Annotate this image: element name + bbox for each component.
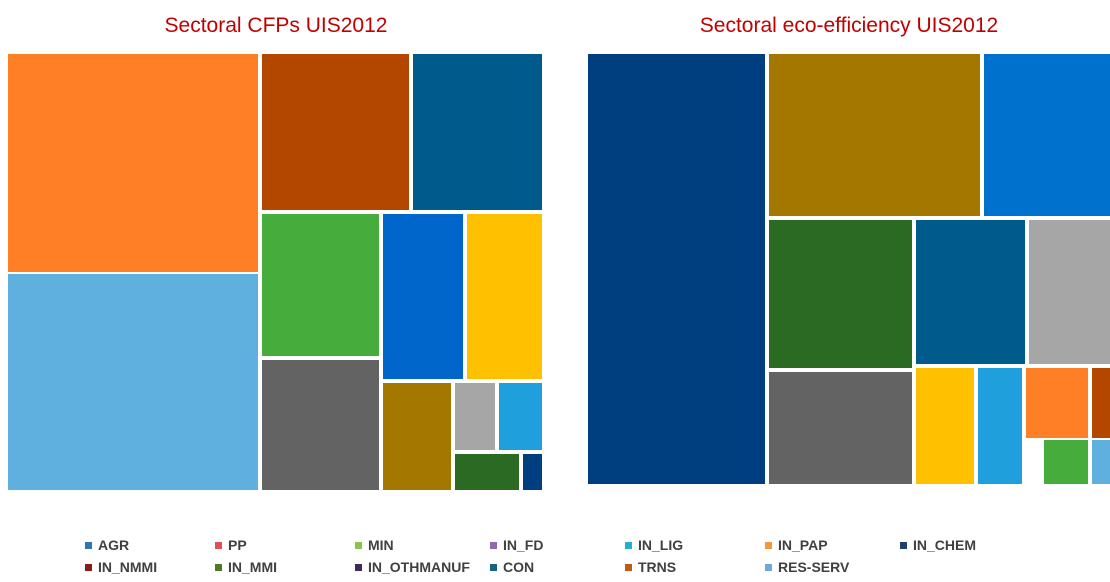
legend-label: IN_OTHMANUF (368, 559, 470, 575)
legend-label: RES-SERV (778, 559, 850, 575)
treemap-tile-unlabeled-5 (1029, 220, 1110, 364)
treemap-tile-in-lig (978, 368, 1022, 484)
chart-title-eco-efficiency: Sectoral eco-efficiency UIS2012 (699, 14, 999, 37)
legend: AGR PP MIN IN_FD IN_LIG IN_PAP IN_CHEM IN_NMMI I… (0, 532, 1110, 582)
legend-item-min: MIN (355, 536, 394, 554)
treemap-tile-unlabeled-7 (916, 368, 974, 484)
treemap-tile-con (916, 220, 1025, 364)
treemap-tile-res-serv (1092, 440, 1110, 484)
treemap-tile-unlabeled-1 (769, 54, 980, 216)
treemap-tile-in-lig (499, 383, 542, 450)
legend-item-in-nmmi: IN_NMMI (85, 558, 157, 576)
treemap-tile-in-mmi (455, 454, 519, 490)
treemap-tile-in-pap (1026, 368, 1088, 438)
legend-swatch (490, 563, 497, 571)
legend-swatch (900, 541, 907, 549)
treemap-tile-con (413, 54, 542, 210)
treemap-tile-res-serv (8, 274, 258, 490)
legend-label: TRNS (638, 559, 677, 575)
legend-swatch (355, 541, 362, 549)
treemap-cfps (8, 54, 542, 490)
treemap-tile-in-pap (8, 54, 258, 272)
legend-swatch (625, 541, 632, 549)
legend-label: IN_MMI (228, 559, 277, 575)
treemap-tile-trns (262, 54, 409, 210)
legend-label: AGR (98, 537, 130, 553)
legend-swatch (215, 541, 222, 549)
legend-swatch (85, 541, 92, 549)
legend-item-in-pap: IN_PAP (765, 536, 828, 554)
legend-swatch (355, 563, 362, 571)
treemap-tile-in-chem (588, 54, 765, 484)
legend-item-in-mmi: IN_MMI (215, 558, 277, 576)
legend-item-con: CON (490, 558, 534, 576)
legend-swatch (85, 563, 92, 571)
treemap-tile-min (262, 214, 379, 356)
treemap-tile-min (1044, 440, 1088, 484)
legend-item-agr: AGR (85, 536, 129, 554)
treemap-tile-unlabeled-6 (769, 372, 912, 484)
legend-swatch (215, 563, 222, 571)
legend-label: IN_FD (503, 537, 544, 553)
treemap-tile-agr (984, 54, 1110, 216)
treemap-tile-in-chem (523, 454, 542, 490)
treemap-tile-trns (1092, 368, 1110, 438)
legend-swatch (765, 541, 772, 549)
treemap-tile-unlabeled-6 (467, 214, 542, 379)
treemap-tile-in-mmi (769, 220, 912, 368)
treemap-tile-agr (383, 214, 463, 379)
legend-label: IN_LIG (638, 537, 684, 553)
legend-item-res-serv: RES-SERV (765, 558, 849, 576)
treemap-eco-efficiency (588, 54, 1110, 488)
legend-item-in-fd: IN_FD (490, 536, 543, 554)
legend-label: CON (503, 559, 535, 575)
legend-item-in-chem: IN_CHEM (900, 536, 976, 554)
legend-item-in-lig: IN_LIG (625, 536, 683, 554)
legend-label: IN_CHEM (913, 537, 977, 553)
legend-item-pp: PP (215, 536, 247, 554)
treemap-tile-unlabeled-9 (455, 383, 495, 450)
legend-item-in-othmanuf: IN_OTHMANUF (355, 558, 470, 576)
legend-swatch (625, 563, 632, 571)
legend-swatch (765, 563, 772, 571)
legend-swatch (490, 541, 497, 549)
legend-label: MIN (368, 537, 394, 553)
legend-item-trns: TRNS (625, 558, 676, 576)
legend-label: IN_NMMI (98, 559, 158, 575)
chart-title-cfps: Sectoral CFPs UIS2012 (164, 14, 388, 37)
legend-label: PP (228, 537, 247, 553)
treemap-tile-unlabeled-7 (262, 360, 379, 490)
legend-label: IN_PAP (778, 537, 828, 553)
treemap-tile-unlabeled-8 (383, 383, 451, 490)
